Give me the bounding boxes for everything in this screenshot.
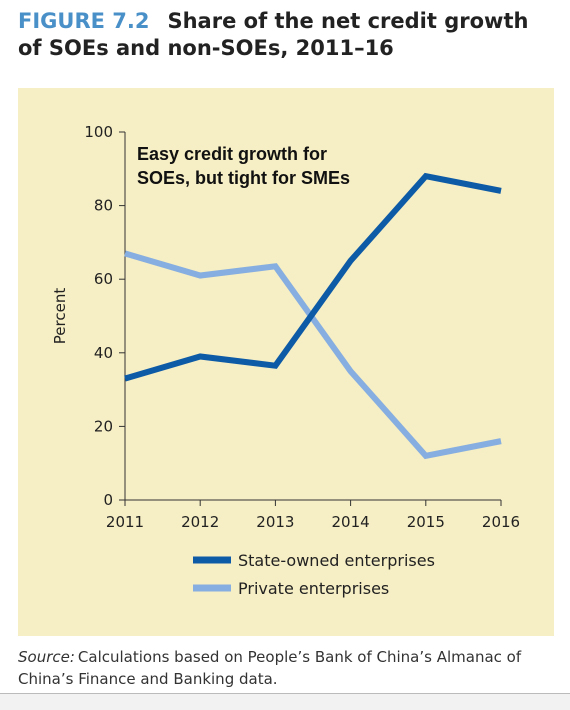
legend-label: State-owned enterprises bbox=[238, 551, 435, 570]
figure-header: FIGURE 7.2 Share of the net credit growth… bbox=[18, 8, 558, 62]
figure-title: Share of the net credit growth of SOEs a… bbox=[18, 9, 529, 60]
source-text: Calculations based on People’s Bank of C… bbox=[18, 648, 522, 688]
y-tick-label: 100 bbox=[84, 123, 113, 141]
x-tick-label: 2013 bbox=[256, 513, 294, 531]
legend-label: Private enterprises bbox=[238, 579, 389, 598]
x-tick-label: 2016 bbox=[482, 513, 520, 531]
line-chart: 0 20 40 60 80 100 2011 2012 2013 2014 2015 2016 Perc… bbox=[51, 123, 520, 598]
y-tick-label: 0 bbox=[103, 491, 113, 509]
figure-number: FIGURE 7.2 bbox=[18, 9, 150, 33]
y-tick-label: 60 bbox=[94, 270, 113, 288]
bottom-bar bbox=[0, 693, 570, 710]
chart-annotation-line: SOEs, but tight for SMEs bbox=[137, 168, 350, 188]
x-tick-label: 2014 bbox=[332, 513, 370, 531]
source-note: Source: Calculations based on People’s Ba… bbox=[18, 646, 558, 690]
y-axis-title: Percent bbox=[51, 288, 69, 345]
chart-annotation-line: Easy credit growth for bbox=[137, 144, 327, 164]
series-line-soe bbox=[124, 172, 502, 382]
x-tick-label: 2012 bbox=[181, 513, 219, 531]
source-label: Source: bbox=[18, 648, 75, 666]
chart-panel: 0 20 40 60 80 100 2011 2012 2013 2014 2015 2016 Perc… bbox=[18, 88, 554, 636]
y-tick-label: 80 bbox=[94, 197, 113, 215]
y-tick-label: 20 bbox=[94, 417, 113, 435]
series-line-private bbox=[124, 250, 502, 460]
y-tick-label: 40 bbox=[94, 344, 113, 362]
x-tick-label: 2011 bbox=[106, 513, 144, 531]
x-tick-label: 2015 bbox=[407, 513, 445, 531]
